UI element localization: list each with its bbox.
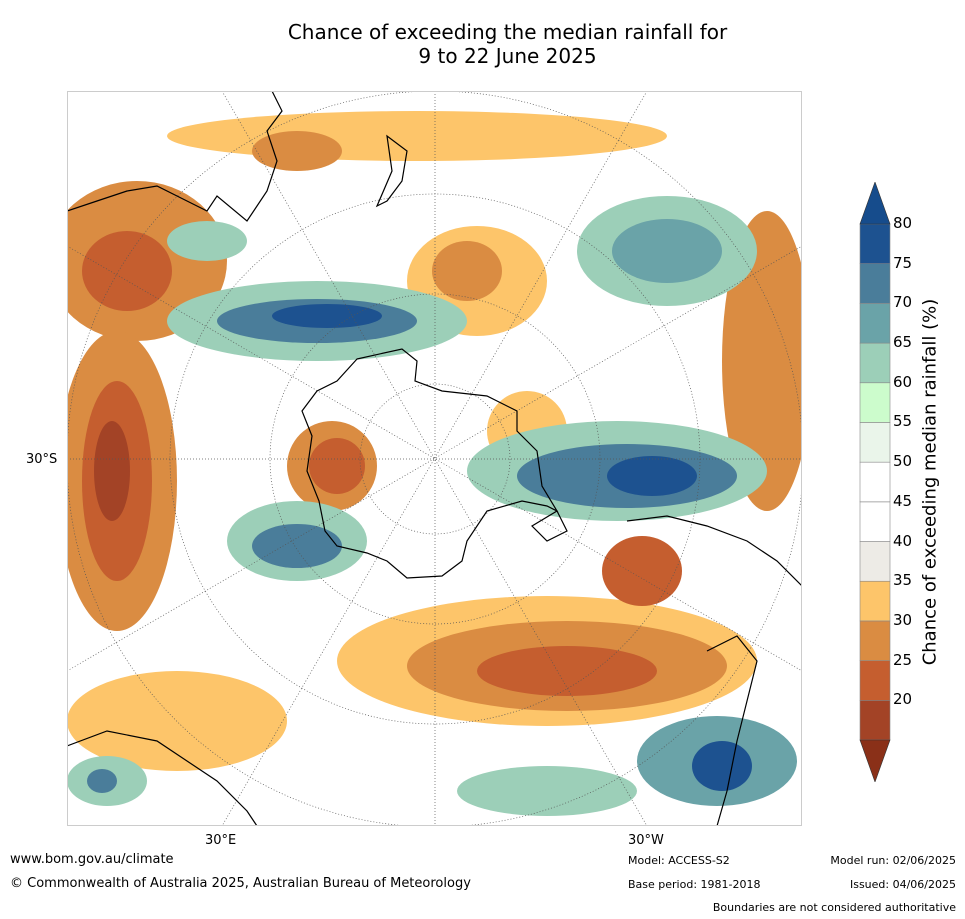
colorbar-tick-label: 60 — [893, 372, 913, 391]
colorbar-tick-label: 35 — [893, 571, 913, 590]
dry-region-top — [167, 111, 667, 161]
colorbar-tick-label: 30 — [893, 610, 913, 629]
colorbar-segment — [859, 342, 891, 384]
dry-region-australia-core — [82, 231, 172, 311]
dry-region-south-atlantic-core — [477, 646, 657, 696]
lon-label-30w: 30°W — [628, 833, 664, 848]
wet-region-south-america-core — [692, 741, 752, 791]
antarctic-peninsula-coastline — [531, 510, 568, 542]
colorbar-segment — [859, 382, 891, 423]
coastlines — [67, 91, 802, 826]
meridian-diagonal-1 — [221, 91, 648, 826]
dry-region-east-edge — [722, 211, 802, 511]
colorbar-tick-label: 25 — [893, 650, 913, 669]
wet-region-bottom — [457, 766, 637, 816]
antarctica-coastline — [301, 348, 559, 579]
southwest-landmass-coastline — [67, 730, 258, 826]
colorbar — [855, 181, 895, 783]
dry-region-indian-ocean-peak — [94, 421, 130, 521]
southern-africa-coastline — [626, 515, 802, 587]
dry-region-east-antarctica-core — [309, 438, 365, 494]
wet-region-south-pacific-core — [612, 219, 722, 283]
colorbar-tick-label: 45 — [893, 491, 913, 510]
dry-region-pacific-core — [432, 241, 502, 301]
latitude-circle-60s — [269, 293, 601, 625]
colorbar-segment — [859, 620, 891, 661]
colorbar-segment — [859, 580, 891, 622]
meridian-diagonal-4 — [67, 245, 802, 672]
map-canvas — [67, 91, 802, 826]
footer-base-period: Base period: 1981-2018 — [628, 878, 761, 891]
colorbar-segment — [859, 700, 891, 741]
rainfall-map — [67, 91, 802, 826]
wet-region-southern-ocean-core — [272, 304, 382, 328]
colorbar-label: Chance of exceeding median rainfall (%) — [919, 298, 941, 666]
title-line-2: 9 to 22 June 2025 — [418, 44, 597, 68]
colorbar-segment — [859, 422, 891, 463]
footer-issued: Issued: 04/06/2025 — [849, 878, 956, 891]
colorbar-tick-label: 40 — [893, 531, 913, 550]
australia-coastline — [67, 91, 283, 222]
colorbar-segment — [859, 501, 891, 542]
colorbar-tick-label: 50 — [893, 452, 913, 471]
footer-model-run: Model run: 02/06/2025 — [830, 854, 956, 867]
wet-region-tasman — [167, 221, 247, 261]
graticule — [67, 91, 802, 826]
colorbar-svg — [859, 181, 891, 783]
map-frame — [67, 91, 802, 826]
lon-label-30e: 30°E — [205, 833, 237, 848]
colorbar-tick-label: 75 — [893, 253, 913, 272]
colorbar-segment — [859, 263, 891, 304]
colorbar-segment — [859, 461, 891, 503]
footer-copyright: © Commonwealth of Australia 2025, Austra… — [10, 876, 471, 891]
colorbar-segment — [859, 303, 891, 344]
meridian-diagonal-3 — [67, 245, 802, 672]
dry-region-top-core — [252, 131, 342, 171]
dry-region-southwest — [67, 671, 287, 771]
footer-disclaimer: Boundaries are not considered authoritat… — [712, 901, 956, 914]
chart-title: Chance of exceeding the median rainfall … — [0, 20, 965, 68]
colorbar-tick-label: 80 — [893, 214, 913, 232]
wet-region-indian-sector-core — [252, 524, 342, 568]
wet-region-bottom-left-core — [87, 769, 117, 793]
colorbar-tick-label: 70 — [893, 293, 913, 312]
new-zealand-coastline — [375, 134, 408, 208]
colorbar-under-arrow — [859, 739, 891, 783]
dry-region-southern-africa — [602, 536, 682, 606]
latitude-circle-inner — [359, 383, 511, 535]
colorbar-tick-label: 65 — [893, 333, 913, 352]
wet-region-antarctic-peninsula-core — [607, 456, 697, 496]
colorbar-tick-label: 55 — [893, 412, 913, 431]
colorbar-over-arrow — [859, 181, 891, 225]
south-america-coastline — [706, 635, 758, 826]
rainfall-fields — [67, 111, 802, 816]
colorbar-tick-label: 20 — [893, 690, 913, 709]
colorbar-segment — [859, 223, 891, 264]
title-line-1: Chance of exceeding the median rainfall … — [287, 20, 728, 44]
colorbar-segment — [859, 660, 891, 701]
footer-model: Model: ACCESS-S2 — [628, 854, 730, 867]
footer-url: www.bom.gov.au/climate — [10, 852, 174, 867]
lat-label-30s: 30°S — [26, 452, 58, 467]
colorbar-segment — [859, 541, 891, 582]
meridian-diagonal-2 — [221, 91, 648, 826]
